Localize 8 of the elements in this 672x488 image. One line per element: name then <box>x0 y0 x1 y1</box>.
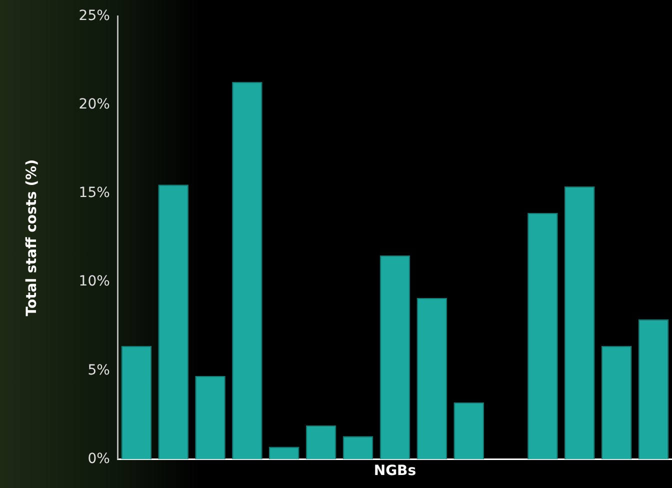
y-tick-label: 0% <box>88 450 110 467</box>
y-tick-label: 15% <box>78 185 110 202</box>
y-tick-label: 5% <box>88 362 110 378</box>
y-axis-title: Total staff costs (%) <box>24 159 40 316</box>
y-tick-label: 10% <box>78 274 110 290</box>
x-axis-title: NGBs <box>374 463 416 480</box>
y-tick-label: 20% <box>78 96 110 113</box>
y-tick-label: 25% <box>78 8 110 24</box>
